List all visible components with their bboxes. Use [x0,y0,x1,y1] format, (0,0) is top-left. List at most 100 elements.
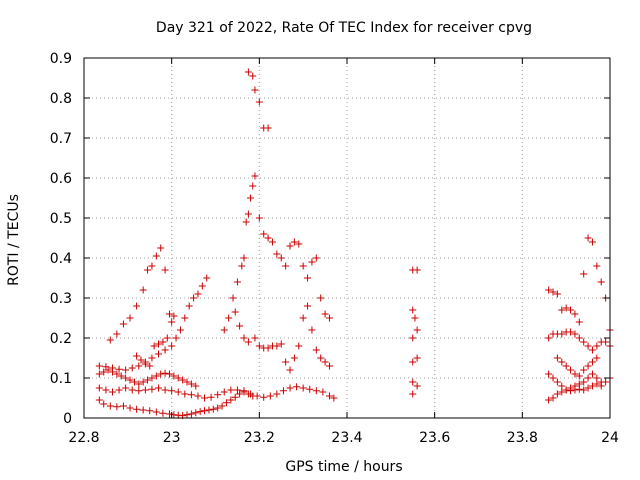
data-point [113,370,121,378]
data-point [588,238,596,246]
y-tick-label: 0.9 [50,51,72,67]
y-tick-label: 0.7 [50,131,72,147]
data-point [304,302,312,310]
data-point [113,403,121,411]
data-point [130,378,138,386]
data-point [113,330,121,338]
data-point [165,310,173,318]
data-point [244,68,252,76]
data-point [588,358,596,366]
y-tick-label: 0.1 [50,371,72,387]
data-point [260,230,268,238]
data-point [255,98,263,106]
data-point [168,342,176,350]
data-point [317,294,325,302]
data-point [102,386,110,394]
data-point [146,362,154,370]
x-tick-label: 23.8 [507,430,538,446]
data-point [273,250,281,258]
data-point [571,330,579,338]
data-point [319,388,327,396]
data-point [148,385,156,393]
data-point [304,274,312,282]
data-point [588,382,596,390]
data-point [155,350,163,358]
data-point [155,340,163,348]
data-point [413,382,421,390]
data-point [161,346,169,354]
data-point [266,392,274,400]
data-point [194,290,202,298]
data-point [282,358,290,366]
data-point [325,314,333,322]
data-point [545,334,553,342]
data-point [165,370,173,378]
data-point [308,326,316,334]
data-point [575,385,583,393]
data-point [201,407,209,415]
data-point [152,252,160,260]
data-point [549,288,557,296]
data-point [176,326,184,334]
data-point [192,409,200,417]
data-point [571,310,579,318]
data-point [571,370,579,378]
data-point [222,399,230,407]
data-point [545,396,553,404]
y-tick-label: 0.6 [50,171,72,187]
data-point [100,368,108,376]
data-point [264,344,272,352]
data-point [249,72,257,80]
data-point [286,384,294,392]
data-point [102,363,110,371]
data-point [205,406,213,414]
data-point [312,346,320,354]
data-point [174,374,182,382]
data-point [247,390,255,398]
data-point [584,342,592,350]
data-point [593,380,601,388]
data-point [106,336,114,344]
data-point [150,342,158,350]
data-point [163,334,171,342]
y-tick-label: 0 [63,411,72,427]
data-point [159,338,167,346]
y-tick-label: 0.4 [50,251,72,267]
data-point [95,384,103,392]
data-point [181,390,189,398]
data-point [325,392,333,400]
y-tick-label: 0.5 [50,211,72,227]
data-point [95,396,103,404]
data-point [549,394,557,402]
data-point [567,328,575,336]
y-tick-label: 0.3 [50,291,72,307]
data-point [168,318,176,326]
data-point [290,354,298,362]
data-point [562,386,570,394]
data-point [172,334,180,342]
data-point [575,318,583,326]
data-point [187,380,195,388]
data-point [409,334,417,342]
data-point [187,410,195,418]
data-point [181,314,189,322]
data-point [119,402,127,410]
data-point [240,387,248,395]
data-point [236,322,244,330]
data-point [214,404,222,412]
data-point [580,338,588,346]
data-point [170,372,178,380]
data-point [295,342,303,350]
data-point [277,254,285,262]
data-point [139,406,147,414]
chart-title: Day 321 of 2022, Rate Of TEC Index for r… [156,20,532,36]
data-point [567,387,575,395]
data-point [279,387,287,395]
data-point [325,362,333,370]
data-point [277,340,285,348]
data-point [264,124,272,132]
data-point [242,218,250,226]
data-point [593,374,601,382]
data-point [122,374,130,382]
